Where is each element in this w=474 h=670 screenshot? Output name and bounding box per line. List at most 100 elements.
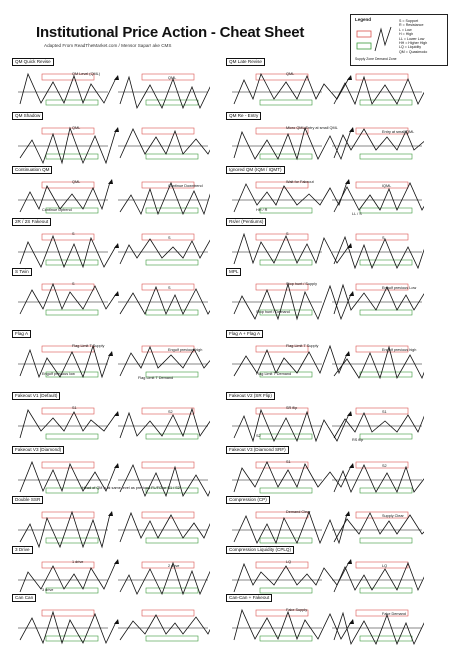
arrow-head-icon [349, 619, 354, 624]
pattern-caption: QML [286, 72, 295, 76]
pattern-diagram [18, 282, 210, 316]
pattern-tag: Compression (CP) [226, 496, 270, 504]
supply-zone [355, 73, 409, 81]
pattern-tag: Fakeout V3 (Diamond SRF) [226, 446, 289, 454]
arrow-head-icon [114, 619, 119, 624]
supply-zone [355, 345, 409, 353]
pattern-caption: Flag Limit T Demand [138, 376, 174, 380]
price-path [19, 282, 117, 315]
legend-item: L = Low [399, 27, 412, 32]
pattern-caption: S [382, 236, 385, 240]
price-path [19, 561, 117, 593]
pattern-card: 3 Drive 1 drive 2 drive 3 drive [12, 546, 210, 604]
supply-zone [41, 127, 95, 135]
pattern-caption: 2 drive [168, 564, 180, 568]
demand-zone [45, 99, 99, 106]
pattern-caption: QML [72, 180, 81, 184]
legend-item: QM = Quasimodo [399, 49, 428, 54]
price-path [333, 464, 424, 494]
pattern-tag: QM Shadow [12, 112, 44, 120]
pattern-diagram [18, 126, 210, 165]
arrow-head-icon [114, 127, 119, 132]
legend-item: S = Support [399, 19, 419, 23]
supply-zone [41, 73, 95, 81]
pattern-caption: 1 drive [72, 560, 84, 564]
supply-zone [255, 561, 309, 569]
pattern-tag: Fakeout V1 (Default) [12, 392, 61, 400]
demand-zone [259, 207, 313, 214]
pattern-caption: Entry at small QML [382, 130, 415, 134]
pattern-card: Compression (CP) Demand Clear Supply Clear [226, 496, 424, 554]
demand-zone [359, 587, 413, 594]
supply-zone [41, 561, 95, 569]
demand-zone [145, 635, 199, 642]
pattern-caption: Engulf previous Low [382, 286, 417, 290]
pattern-tag: Flag A + Flag A [226, 330, 264, 338]
demand-zone [145, 309, 199, 316]
price-path [233, 72, 350, 105]
pattern-caption: RS flip [352, 438, 364, 442]
pattern-caption: LQ [382, 564, 388, 568]
supply-zone [255, 345, 309, 353]
pattern-tag: QM Late Revise [226, 58, 265, 66]
demand-zone [359, 635, 413, 642]
pattern-caption: HH / R [256, 208, 268, 212]
pattern-diagram [18, 510, 210, 549]
pattern-diagram [232, 407, 424, 443]
pattern-caption: Stop hunt / Demand [256, 310, 290, 314]
pattern-diagram [18, 72, 210, 110]
pattern-caption: Supply Clear [382, 514, 404, 518]
pattern-card: Fakeout V1 (Default) S1 S2 [12, 392, 210, 450]
pattern-caption: QM Level (QML) [72, 72, 101, 76]
pattern-tag: Compression Liquidity (CPLQ) [226, 546, 295, 554]
pattern-diagram [18, 344, 210, 379]
pattern-caption: Fake Demand [382, 612, 406, 616]
demand-zone [45, 371, 99, 378]
price-path [233, 461, 352, 493]
price-path [233, 510, 348, 545]
pattern-diagram [232, 510, 424, 545]
arrow-head-icon [347, 559, 352, 564]
price-path [333, 611, 424, 646]
pattern-card: Fakeout V3 (Diamond SRF) S1 S2 [226, 446, 424, 504]
supply-zone [141, 73, 195, 81]
arrow-head-icon [349, 463, 354, 468]
arrow-head-icon [114, 559, 119, 564]
price-path [233, 181, 348, 213]
pattern-caption: Engulf previous low [42, 372, 75, 376]
price-path [333, 235, 424, 270]
pattern-diagram [232, 232, 424, 270]
arrow-head-icon [349, 291, 354, 296]
demand-zone [259, 309, 313, 316]
pattern-tag: Ignored QM (IQM / IQMT) [226, 166, 285, 174]
price-path [233, 608, 352, 641]
demand-zone [259, 259, 313, 266]
supply-zone [255, 181, 309, 189]
legend-items: S = Support R = Resistance L = Low H = High… [399, 19, 427, 54]
demand-zone [145, 207, 199, 214]
pattern-tag: Fakeout V2 (SR Flip) [226, 392, 275, 400]
pattern-card: Ignored QM (IQM / IQMT) Wait for Fakeout I… [226, 166, 424, 224]
arrow-head-icon [114, 291, 119, 296]
pattern-diagram [18, 559, 210, 596]
pattern-caption: QML [72, 126, 81, 130]
demand-zone [145, 537, 199, 544]
price-path [119, 128, 210, 159]
pattern-card: Double SSR [12, 496, 210, 554]
legend-item: H = High [399, 32, 414, 37]
arrow-head-icon [114, 411, 119, 416]
supply-zone [141, 561, 195, 569]
demand-zone [259, 635, 313, 642]
price-path [19, 510, 111, 549]
price-path [19, 181, 111, 213]
supply-zone [255, 283, 309, 291]
pattern-card: MPL Stop hunt / Supply Engulf previous Low… [226, 268, 424, 326]
supply-zone [41, 407, 95, 415]
pattern-caption: S [168, 236, 171, 240]
pattern-tag: QM Re - Entry [226, 112, 262, 120]
pattern-caption: Demand Clear [286, 510, 311, 514]
demand-zone [359, 153, 413, 160]
pattern-caption: S [72, 282, 75, 286]
price-path [19, 234, 117, 269]
pattern-caption: S1 [382, 410, 387, 414]
